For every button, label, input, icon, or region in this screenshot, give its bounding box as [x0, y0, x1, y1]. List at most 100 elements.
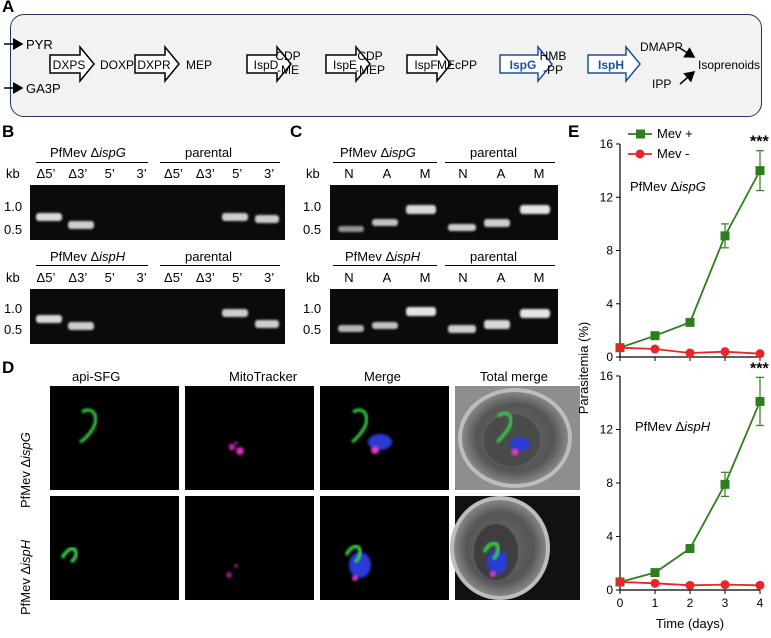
gel-b-bottom-control-line — [160, 265, 280, 266]
lane-label: 5’ — [232, 166, 243, 181]
lane-label: 5’ — [104, 270, 115, 285]
data-point — [755, 396, 765, 406]
gel-c-top-strain: PfMev ΔispG — [340, 145, 416, 160]
gel-band — [255, 320, 279, 328]
data-point — [720, 479, 730, 489]
micro-col-api-sfg: api-SFG — [72, 369, 121, 384]
pathway-product-4: MEcPP — [437, 58, 477, 72]
significance-annotation: *** — [750, 360, 769, 377]
lane-label: M — [419, 270, 431, 285]
gel-band — [222, 213, 248, 221]
gel-band — [372, 219, 398, 226]
gel-band — [222, 309, 248, 317]
y-tick-label: 0 — [606, 583, 613, 597]
y-tick-label: 16 — [600, 137, 614, 151]
x-tick-label: 0 — [617, 596, 624, 610]
lane-label: 5’ — [104, 166, 115, 181]
data-point — [650, 331, 660, 341]
gel-b-top-strain-line — [36, 162, 148, 163]
svg-text:IspF: IspF — [414, 58, 437, 72]
lane-label: N — [344, 166, 354, 181]
data-point — [720, 347, 730, 357]
pathway-product-5: HMB -PP — [540, 49, 567, 77]
gel-c-bottom-control: parental — [470, 249, 517, 264]
micro-ispg-mitotracker — [185, 386, 314, 490]
lane-label: M — [419, 166, 431, 181]
micro-col-merge: Merge — [364, 369, 401, 384]
pathway-enzyme-ispf: IspF — [406, 44, 452, 84]
x-tick-label: 3 — [722, 596, 729, 610]
svg-text:IspE: IspE — [333, 58, 357, 72]
data-point — [650, 344, 660, 354]
data-point — [650, 568, 660, 578]
gel-band — [36, 315, 62, 323]
y-tick-label: 8 — [606, 476, 613, 490]
lane-label: 3’ — [136, 166, 147, 181]
data-point — [720, 231, 730, 241]
lane-label: 3’ — [136, 270, 147, 285]
gel-b-top-strain: PfMev ΔispG — [50, 145, 126, 160]
gel-band — [255, 215, 279, 223]
legend-label: Mev + — [657, 126, 693, 141]
y-axis-label: Parasitemia (%) — [576, 322, 591, 414]
micro-col-mitotracker: MitoTracker — [229, 369, 298, 384]
gel-band — [448, 224, 476, 231]
legend-label: Mev - — [657, 146, 690, 161]
lane-label: N — [344, 270, 354, 285]
gel-band — [338, 325, 364, 332]
micro-isph-api-sfg — [50, 496, 179, 600]
y-tick-label: 12 — [600, 190, 614, 204]
svg-text:IspH: IspH — [598, 58, 624, 72]
gel-c-top-control: parental — [470, 145, 517, 160]
gel-b-bottom-kb: kb — [6, 270, 20, 285]
pathway-product-1: MEP — [186, 58, 212, 72]
pathway-enzyme-ispg: IspG — [499, 44, 553, 84]
y-tick-label: 4 — [606, 530, 613, 544]
y-tick-label: 0 — [606, 350, 613, 364]
panel-letter-a: A — [2, 0, 15, 16]
gel-b-bottom-ladder-1: 1.0 — [4, 301, 23, 316]
micro-isph-mitotracker — [185, 496, 314, 600]
svg-text:DXPS: DXPS — [53, 58, 86, 72]
micro-ispg-api-sfg — [50, 386, 179, 490]
lane-label: Δ5’ — [36, 270, 56, 285]
pathway-input-1: GA3P — [26, 81, 61, 96]
gel-c-top-kb: kb — [306, 166, 320, 181]
gel-band — [372, 322, 398, 329]
data-point — [615, 343, 625, 353]
data-point — [685, 544, 695, 554]
gel-band — [448, 325, 476, 333]
gel-b-top-control-line — [160, 162, 280, 163]
data-point — [615, 577, 625, 587]
lane-label: N — [458, 270, 468, 285]
y-tick-label: 8 — [606, 244, 613, 258]
svg-text:IspD: IspD — [254, 58, 279, 72]
gel-band — [484, 219, 510, 227]
gel-c-bottom-strain-line — [333, 265, 437, 266]
gel-band — [36, 213, 62, 221]
panel-letter-b: B — [2, 122, 15, 141]
gel-c-top-control-line — [445, 162, 555, 163]
gel-band — [68, 221, 94, 229]
gel-c-top-ladder-1: 1.0 — [303, 199, 322, 214]
svg-text:IspG: IspG — [510, 58, 537, 72]
lane-label: A — [382, 270, 392, 285]
pathway-enzyme-dxpr: DXPR — [134, 44, 180, 84]
data-point — [720, 580, 730, 590]
x-tick-label: 4 — [757, 596, 764, 610]
gel-c-top-ladder-05: 0.5 — [303, 222, 322, 237]
micro-isph-merge — [320, 496, 449, 600]
gel-b-bottom-control: parental — [185, 249, 232, 264]
data-point — [755, 166, 765, 176]
lane-label: Δ5’ — [36, 166, 56, 181]
pathway-product-0: DOXP — [100, 58, 134, 72]
data-point — [650, 578, 660, 588]
gel-b-top-kb: kb — [6, 166, 20, 181]
x-tick-label: 2 — [687, 596, 694, 610]
gel-b-top-ladder-1: 1.0 — [4, 199, 23, 214]
gel-c-bottom-strain: PfMev ΔispH — [345, 249, 421, 264]
pathway-enzyme-ispd: IspD — [246, 44, 292, 84]
